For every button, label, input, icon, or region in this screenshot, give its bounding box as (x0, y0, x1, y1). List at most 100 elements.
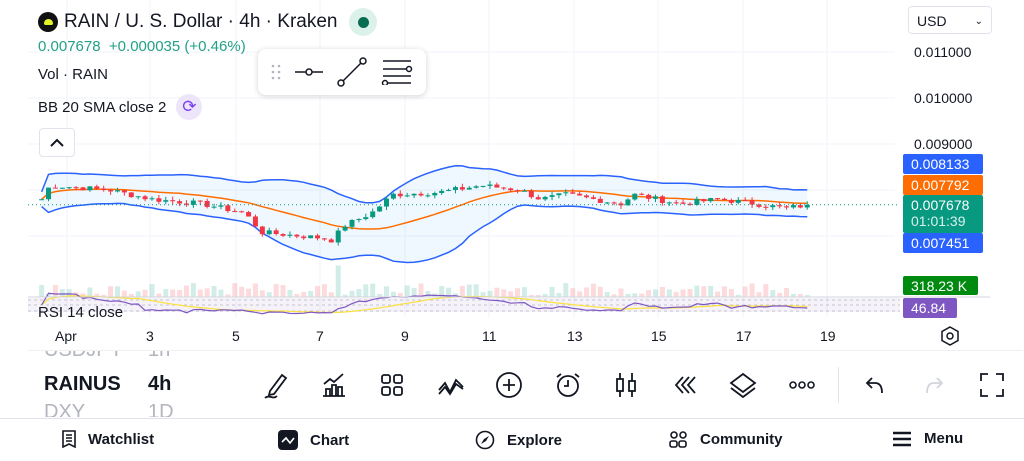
bb-label: BB 20 SMA close 2 (38, 98, 167, 116)
volume-bar (80, 293, 86, 297)
candle-body (694, 199, 700, 205)
horizontal-line-icon[interactable] (295, 67, 323, 77)
object-tree-button[interactable] (721, 366, 765, 404)
nav-chart[interactable]: Chart (278, 430, 349, 450)
volume-bar (377, 293, 383, 297)
candle-body (625, 199, 631, 206)
market-status-icon[interactable] (349, 8, 378, 36)
volume-indicator-legend[interactable]: Vol · RAIN (38, 66, 108, 83)
volume-bar (163, 289, 169, 297)
bar-countdown: 01:01:39 (911, 213, 966, 229)
volume-bar (653, 289, 659, 297)
volume-bar (128, 294, 134, 297)
price-tick: 0.009000 (914, 136, 973, 152)
drag-handle-icon[interactable] (271, 64, 281, 80)
candle-body (466, 187, 472, 190)
layers-icon (729, 372, 757, 398)
candle-body (618, 203, 624, 206)
date-tick: Apr (55, 328, 77, 344)
sync-icon[interactable]: ⟳ (176, 94, 203, 120)
add-button[interactable] (487, 366, 531, 404)
candle-body (390, 193, 396, 199)
volume-bar (466, 284, 472, 297)
grid-icon (381, 374, 403, 396)
nav-community[interactable]: Community (668, 430, 783, 448)
redo-button[interactable] (912, 366, 956, 404)
plus-circle-icon (496, 372, 522, 398)
symbol-header[interactable]: RAIN / U. S. Dollar · 4h · Kraken (38, 8, 378, 36)
volume-label: Vol · RAIN (38, 66, 109, 83)
rewind-icon (674, 376, 696, 394)
candle-body (508, 188, 514, 191)
volume-bar (590, 283, 596, 297)
volume-bar (342, 294, 348, 297)
candle-body (473, 186, 479, 188)
volume-bar (177, 290, 183, 297)
volume-bar (515, 288, 521, 297)
undo-button[interactable] (853, 366, 897, 404)
volume-bar (487, 290, 493, 297)
collapse-legend-button[interactable] (39, 128, 75, 157)
candle-body (114, 190, 120, 192)
fullscreen-icon (980, 373, 1004, 397)
candle-body (108, 190, 114, 192)
alert-button[interactable] (546, 366, 590, 404)
layouts-button[interactable] (370, 366, 414, 404)
volume-bar (721, 286, 727, 297)
candle-body (73, 187, 79, 189)
replay-button[interactable] (663, 366, 707, 404)
bottom-toolbar[interactable] (253, 366, 1024, 404)
bottom-navigation[interactable]: Watchlist Chart Explore Community Menu (0, 418, 1024, 461)
candle-body (46, 187, 52, 200)
fib-lines-icon[interactable] (381, 59, 413, 85)
bb-indicator-legend[interactable]: BB 20 SMA close 2 ⟳ (38, 94, 203, 120)
symbol-item[interactable]: DXY 1D (44, 401, 174, 417)
date-tick: 9 (401, 328, 409, 344)
candle-body (273, 230, 279, 234)
volume-bar (370, 283, 376, 297)
symbol-item-active[interactable]: RAINUS 4h (44, 373, 172, 395)
volume-bar (597, 286, 603, 297)
candle-body (804, 204, 810, 208)
volume-bar (639, 293, 645, 297)
volume-bar (501, 289, 507, 297)
candle-body (770, 205, 776, 208)
volume-bar (149, 284, 155, 297)
volume-bar (335, 265, 341, 297)
volume-bar (611, 294, 617, 297)
divider (28, 350, 1023, 351)
candle-body (377, 206, 383, 212)
more-button[interactable] (780, 366, 824, 404)
candle-body (142, 196, 148, 200)
volume-bar (101, 294, 107, 297)
chart-type-button[interactable] (604, 366, 648, 404)
price-chart[interactable] (0, 0, 1024, 350)
candle-body (239, 211, 245, 213)
undo-icon (865, 377, 883, 394)
volume-bar (735, 294, 741, 297)
patterns-button[interactable] (429, 366, 473, 404)
symbol-item[interactable]: USDJPY1h (44, 351, 170, 362)
chart-settings-icon[interactable] (941, 326, 959, 346)
volume-bar (52, 285, 58, 297)
volume-bar (108, 286, 114, 297)
fullscreen-button[interactable] (970, 366, 1014, 404)
nav-menu[interactable]: Menu (892, 430, 963, 447)
candle-body (756, 204, 762, 207)
volume-bar (742, 286, 748, 297)
indicators-button[interactable] (312, 366, 356, 404)
draw-button[interactable] (253, 366, 297, 404)
nav-explore[interactable]: Explore (475, 430, 562, 450)
drawing-toolbar[interactable] (258, 49, 426, 95)
chart-icon (278, 430, 298, 450)
candle-body (542, 196, 548, 200)
rsi-legend[interactable]: RSI 14 close (38, 305, 123, 319)
currency-select[interactable]: USD ⌄ (908, 6, 992, 34)
volume-bar (666, 289, 672, 297)
alarm-clock-icon (555, 373, 580, 397)
currency-value: USD (917, 13, 947, 29)
volume-bar (294, 293, 300, 297)
nav-watchlist[interactable]: Watchlist (62, 430, 154, 448)
trend-line-icon[interactable] (337, 57, 367, 87)
